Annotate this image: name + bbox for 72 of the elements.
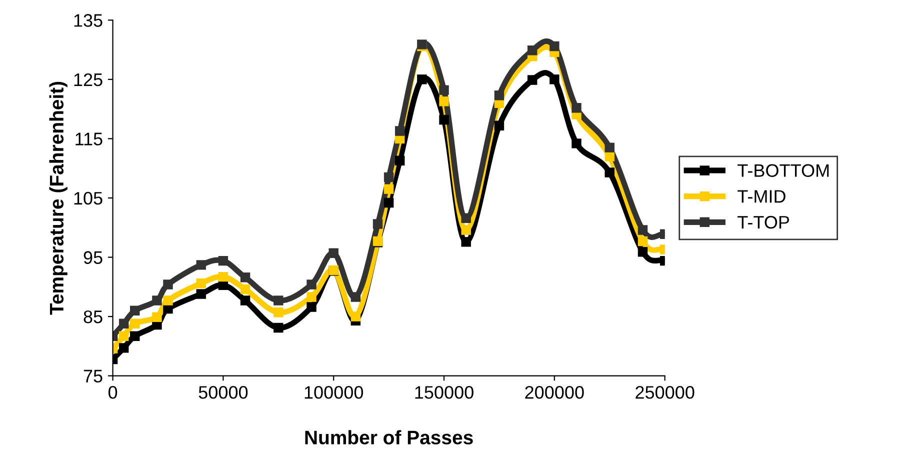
point <box>461 213 471 223</box>
y-tick-label: 125 <box>74 73 102 86</box>
point <box>240 284 250 294</box>
point <box>550 74 560 84</box>
point <box>527 75 538 85</box>
point <box>130 331 140 341</box>
point <box>130 306 140 316</box>
point <box>274 322 284 333</box>
point <box>152 296 162 306</box>
point <box>384 184 394 194</box>
point <box>572 138 582 148</box>
legend-label: T-MID <box>738 190 786 203</box>
point <box>274 308 284 318</box>
point <box>461 236 471 247</box>
point <box>394 126 405 136</box>
point <box>306 292 316 302</box>
y-tick-label: 135 <box>74 14 102 27</box>
point <box>439 96 449 106</box>
x-axis-title: Number of Passes <box>305 430 473 444</box>
point <box>350 292 361 302</box>
y-axis-title: Temperature (Fahrenheit) <box>49 82 68 315</box>
point <box>604 152 614 162</box>
point <box>218 272 228 282</box>
legend-label: T-TOP <box>738 216 790 229</box>
point <box>384 198 394 208</box>
point <box>494 90 504 100</box>
point <box>439 85 449 95</box>
point <box>572 102 582 113</box>
point <box>638 247 648 257</box>
point <box>527 45 538 56</box>
point <box>550 41 560 52</box>
x-tick-label: 100000 <box>304 386 364 399</box>
point <box>163 280 173 290</box>
point <box>196 289 206 299</box>
point <box>218 256 228 266</box>
y-tick-label: 95 <box>84 251 102 264</box>
x-tick-label: 250000 <box>636 386 694 399</box>
point <box>461 225 471 235</box>
point <box>152 312 162 322</box>
point <box>328 248 338 258</box>
x-tick-label: 150000 <box>415 386 474 399</box>
y-tick-label: 75 <box>84 370 102 383</box>
point <box>372 219 383 229</box>
point <box>306 280 316 290</box>
x-tick-label: 50000 <box>198 386 248 399</box>
x-tick-label: 200000 <box>525 386 584 399</box>
point <box>130 318 140 328</box>
point <box>163 296 173 306</box>
point <box>494 120 504 131</box>
point <box>638 236 648 246</box>
point <box>240 296 250 306</box>
point <box>439 114 449 125</box>
point <box>604 142 614 152</box>
point <box>118 343 129 353</box>
point <box>350 312 361 322</box>
point <box>306 302 316 312</box>
point <box>417 74 427 84</box>
point <box>638 225 648 235</box>
legend-label: T-BOTTOM <box>738 164 829 177</box>
point <box>394 156 405 166</box>
point <box>118 331 129 341</box>
y-tick-label: 115 <box>76 132 102 146</box>
point <box>196 260 206 270</box>
point <box>118 318 129 328</box>
point <box>196 278 206 288</box>
y-tick-label: 105 <box>74 192 102 205</box>
point <box>240 272 250 282</box>
x-tick-label: 0 <box>108 386 118 399</box>
point <box>274 296 284 306</box>
point <box>384 172 394 182</box>
point <box>604 168 614 178</box>
y-tick-label: 85 <box>84 310 102 324</box>
